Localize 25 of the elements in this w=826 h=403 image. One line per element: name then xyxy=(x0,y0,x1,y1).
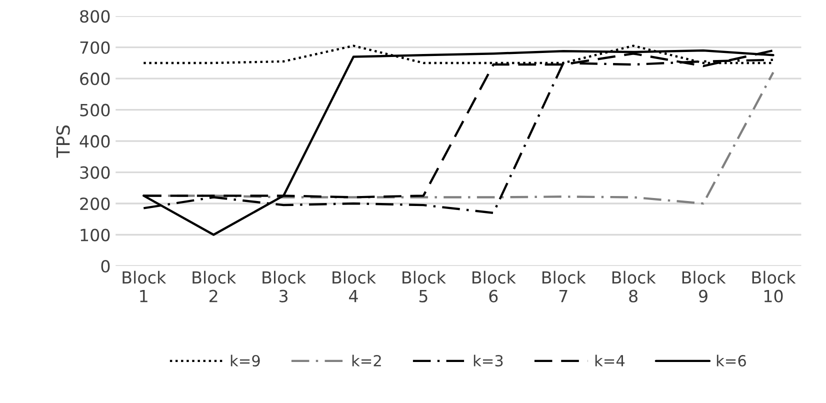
legend-label: k=6 xyxy=(716,354,746,367)
y-tick-label: 800 xyxy=(80,10,110,23)
y-tick-label: 700 xyxy=(80,41,110,54)
x-tick-label: Block 9 xyxy=(682,270,726,302)
x-tick-label: Block 6 xyxy=(472,270,516,302)
x-tick-label: Block 7 xyxy=(542,270,586,302)
y-tick-label: 300 xyxy=(80,166,110,179)
y-tick-label: 500 xyxy=(80,104,110,116)
y-tick-label: 600 xyxy=(80,72,110,86)
y-tick-label: 200 xyxy=(80,197,110,210)
legend-label: k=9 xyxy=(230,354,260,367)
x-tick-label: Block 4 xyxy=(332,270,376,302)
y-tick-label: 100 xyxy=(80,228,110,242)
x-tick-label: Block 2 xyxy=(192,270,236,302)
legend-label: k=2 xyxy=(352,354,381,366)
y-tick-label: 400 xyxy=(80,135,110,148)
x-tick-label: Block 5 xyxy=(402,270,446,302)
x-tick-label: Block 8 xyxy=(612,270,656,302)
x-tick-label: Block 3 xyxy=(262,270,306,302)
y-tick-label: 0 xyxy=(101,260,110,273)
legend-label: k=4 xyxy=(595,354,625,366)
legend-label: k=3 xyxy=(474,354,503,367)
y-axis-title: TPS xyxy=(56,125,70,158)
x-tick-label: Block 1 xyxy=(122,270,166,302)
x-tick-label: Block 10 xyxy=(752,270,796,302)
